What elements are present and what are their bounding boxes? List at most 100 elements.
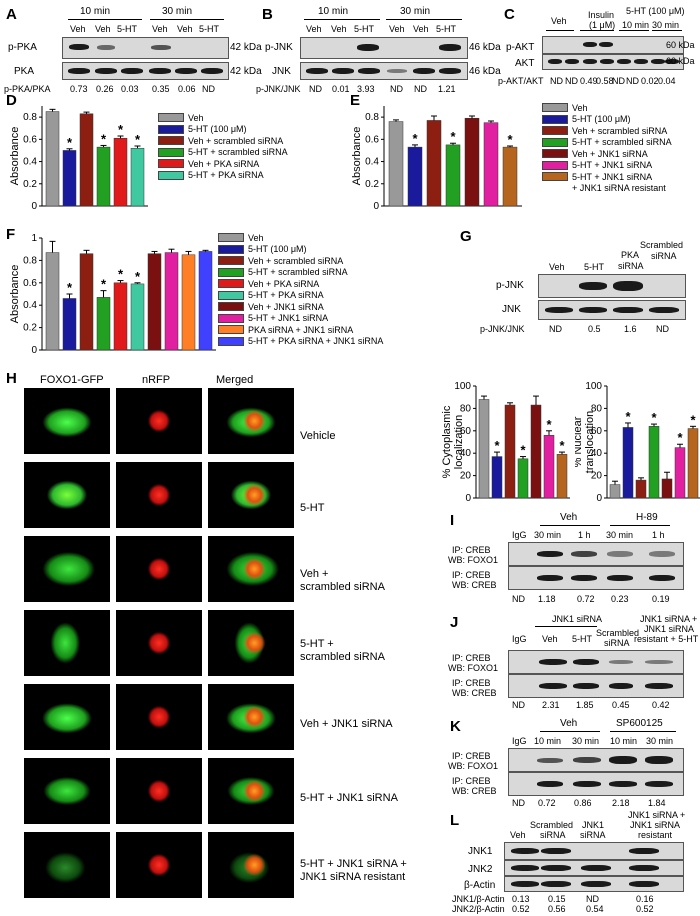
- y-tick-label: 60: [460, 426, 472, 437]
- legend-swatch: [158, 113, 184, 123]
- row-label-pka: PKA: [14, 66, 35, 77]
- legend-label: Veh + scrambled siRNA: [248, 255, 344, 266]
- western-blot-g-jnk: [538, 300, 686, 320]
- lane-label: 10 min: [622, 20, 650, 30]
- legend-item: Veh + scrambled siRNA: [218, 255, 383, 267]
- western-blot-jnk: [300, 62, 468, 80]
- legend-label: Veh + JNK1 siRNA: [248, 301, 324, 312]
- legend-item: 5-HT + scrambled siRNA: [542, 137, 672, 149]
- bar: [483, 122, 499, 207]
- legend-label: 5-HT (100 μM): [188, 124, 247, 135]
- condition-label: 5-HT + JNK1 siRNA: [300, 792, 398, 804]
- bar: [198, 251, 213, 351]
- panel-label-g: G: [460, 228, 472, 245]
- ratio-value: 0.56: [548, 904, 566, 914]
- y-tick-label: 0.2: [23, 179, 37, 190]
- bar: [96, 146, 111, 207]
- ratio-label: JNK1/β-Actin: [452, 894, 505, 904]
- ratio-value: 0.02: [641, 76, 659, 86]
- ratio-value: 0.13: [512, 894, 530, 904]
- legend-label: Veh + JNK1 siRNA: [572, 148, 648, 159]
- legend-swatch: [218, 325, 244, 335]
- western-blot-akt: [542, 54, 684, 70]
- bar: [62, 298, 77, 351]
- lane-label: Veh: [70, 24, 86, 34]
- bar: [556, 454, 568, 499]
- row-label-beta-actin: β-Actin: [464, 880, 496, 891]
- legend-swatch: [158, 124, 184, 134]
- row-label-jnk1: JNK1: [468, 846, 493, 857]
- row-label-akt: AKT: [515, 58, 535, 69]
- lane-label: Veh: [413, 24, 429, 34]
- micrograph-image: [116, 536, 202, 602]
- western-blot-p-pka: [62, 37, 229, 59]
- legend-swatch: [218, 267, 244, 277]
- lane-label: resistant: [638, 830, 673, 840]
- y-axis-label: % Cytoplasmic: [441, 405, 453, 478]
- ratio-value: ND: [549, 324, 562, 334]
- legend-swatch: [542, 160, 568, 170]
- y-tick-label: 1: [31, 233, 37, 244]
- lane-label: siRNA: [580, 830, 606, 840]
- ratio-value: 0.73: [70, 84, 88, 94]
- ratio-value: 1.6: [624, 324, 637, 334]
- micrograph-image: [116, 684, 202, 750]
- panel-label-f: F: [6, 226, 16, 243]
- micrograph-image: [24, 758, 110, 824]
- legend-item: Veh: [542, 102, 672, 114]
- western-blot-k-creb: [508, 772, 684, 796]
- lane-label: Veh: [331, 24, 347, 34]
- lane-label: 30 min: [572, 736, 600, 746]
- ratio-value: 0.5: [588, 324, 601, 334]
- bar: [181, 254, 196, 351]
- legend-label: + JNK1 siRNA resistant: [572, 183, 666, 194]
- lane-label: resistant + 5-HT: [634, 634, 699, 644]
- y-tick-label: 0.8: [23, 255, 37, 266]
- bar: [635, 479, 647, 499]
- bar: [502, 146, 518, 207]
- ratio-value: ND: [390, 84, 403, 94]
- significance-star: *: [690, 412, 696, 427]
- legend-swatch: [542, 126, 568, 136]
- bar: [464, 117, 480, 207]
- y-tick-label: 0.6: [365, 134, 379, 145]
- bar: [147, 253, 162, 351]
- bar: [648, 426, 660, 499]
- significance-star: *: [677, 430, 683, 445]
- bar: [426, 120, 442, 207]
- legend-label: 5-HT (100 μM): [572, 114, 631, 125]
- row-label: WB: CREB: [452, 786, 497, 796]
- lane-label: JNK1 siRNA: [630, 820, 681, 830]
- bar: [609, 484, 621, 499]
- significance-star: *: [135, 132, 141, 147]
- lane-label: 30 min: [606, 530, 634, 540]
- legend-swatch: [542, 172, 568, 182]
- lane-label: 5-HT: [117, 24, 137, 34]
- y-tick-label: 0.4: [23, 157, 37, 168]
- lane-label: IgG: [512, 736, 527, 746]
- lane-label: Veh: [152, 24, 168, 34]
- panel-label-b: B: [262, 6, 273, 23]
- significance-star: *: [546, 417, 552, 432]
- y-tick-label: 20: [591, 471, 603, 482]
- kda-label: 60 kDa: [666, 40, 695, 50]
- bar: [62, 150, 77, 207]
- legend-label: Veh: [188, 112, 204, 123]
- y-axis-label: localization: [453, 415, 465, 469]
- y-axis-label: Absorbance: [9, 127, 21, 186]
- ratio-value: 0.52: [636, 904, 654, 914]
- western-blot-j-creb: [508, 674, 684, 698]
- bar: [113, 137, 128, 207]
- group-label: SP600125: [616, 718, 663, 729]
- lane-label: Veh: [542, 634, 558, 644]
- ratio-value: ND: [202, 84, 215, 94]
- micrograph-image: [208, 610, 294, 676]
- western-blot-i-creb: [508, 566, 684, 590]
- micrograph-image: [208, 832, 294, 898]
- micrograph-image: [24, 462, 110, 528]
- ratio-value: 0.42: [652, 700, 670, 710]
- ratio-value: 1.18: [538, 594, 556, 604]
- western-blot-k-foxo1: [508, 748, 684, 772]
- micrograph-image: [116, 462, 202, 528]
- ratio-value: 0.04: [658, 76, 676, 86]
